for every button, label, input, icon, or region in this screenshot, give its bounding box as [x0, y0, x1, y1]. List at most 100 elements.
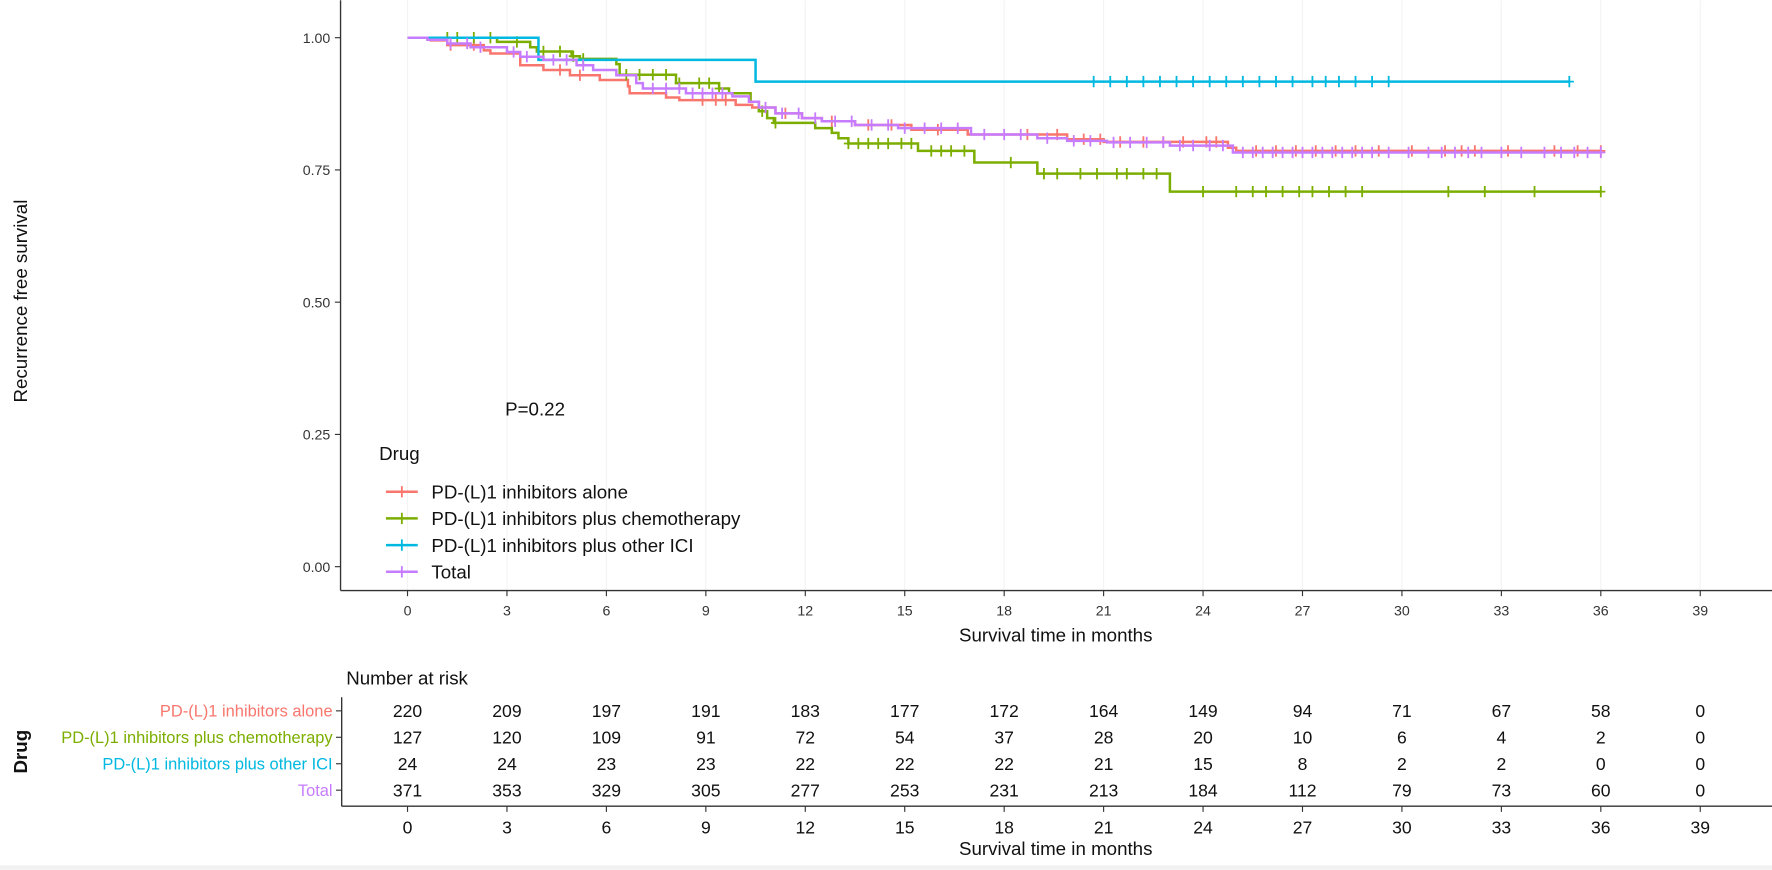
risk-row: PD-(L)1 inhibitors plus chemotherapy 127 1… — [61, 728, 1705, 748]
censor-mark — [1006, 156, 1016, 169]
censor-mark — [1278, 185, 1288, 198]
risk-cell: 209 — [492, 701, 521, 721]
censor-mark — [959, 145, 969, 157]
risk-cell: 72 — [796, 728, 816, 748]
censor-mark — [1307, 146, 1317, 159]
censor-mark — [867, 119, 877, 131]
risk-x-tick-label: 12 — [796, 817, 816, 837]
censor-mark — [1158, 136, 1168, 149]
gridlines — [406, 0, 1701, 591]
x-tick-label: 24 — [1195, 603, 1211, 619]
y-tick-label: 1.00 — [303, 31, 331, 47]
risk-table: Number at risk Drug Survival time in mon… — [10, 668, 1772, 859]
censor-mark — [1095, 133, 1105, 145]
survival-curves — [407, 32, 1606, 198]
risk-cell: 54 — [895, 728, 915, 748]
main-axes — [339, 0, 1772, 592]
risk-row: PD-(L)1 inhibitors plus other ICI 24 24 23 2… — [102, 754, 1705, 774]
censor-mark — [1069, 135, 1079, 147]
censor-mark — [462, 37, 472, 50]
censor-mark — [661, 69, 671, 81]
censor-mark — [1476, 146, 1487, 159]
risk-row-label: PD-(L)1 inhibitors plus chemotherapy — [61, 729, 333, 747]
censor-mark — [1569, 146, 1579, 159]
censor-mark — [1218, 139, 1228, 152]
risk-cell: 28 — [1094, 728, 1114, 748]
censor-mark — [1350, 75, 1361, 88]
censor-mark — [847, 115, 857, 127]
risk-x-tick-label: 39 — [1690, 817, 1710, 837]
censor-mark — [674, 82, 684, 95]
risk-cell: 10 — [1293, 728, 1313, 748]
risk-cell: 0 — [1695, 780, 1705, 800]
x-tick-label: 18 — [996, 603, 1012, 619]
censor-mark — [979, 128, 989, 141]
p-value-label: P=0.22 — [505, 399, 565, 420]
censor-mark — [1503, 145, 1513, 157]
risk-x-tick-label: 30 — [1392, 817, 1412, 837]
risk-x-tick-label: 18 — [994, 817, 1014, 837]
censor-mark — [953, 122, 963, 134]
censor-mark — [694, 77, 704, 89]
censor-mark — [661, 82, 671, 95]
risk-cell: 164 — [1089, 701, 1119, 721]
censor-mark — [446, 37, 456, 50]
risk-cell: 371 — [393, 780, 422, 800]
censor-mark — [1271, 75, 1281, 88]
risk-cell: 220 — [393, 701, 423, 721]
risk-x-tick-label: 15 — [895, 817, 915, 837]
risk-cell: 15 — [1193, 754, 1213, 774]
risk-cell: 21 — [1094, 754, 1114, 774]
censor-mark — [1075, 167, 1085, 180]
censor-mark — [1404, 146, 1414, 159]
censor-mark — [1152, 167, 1162, 180]
censor-mark — [1463, 146, 1473, 159]
censor-mark — [1423, 146, 1433, 159]
censor-mark — [906, 137, 916, 150]
censor-mark — [1496, 146, 1506, 159]
risk-cell: 0 — [1695, 701, 1705, 721]
risk-cell: 23 — [597, 754, 617, 774]
censor-mark — [1297, 146, 1308, 159]
risk-cell: 213 — [1089, 780, 1118, 800]
x-tick-label: 15 — [897, 603, 913, 619]
risk-cell: 6 — [1397, 728, 1407, 748]
censor-mark — [475, 41, 485, 53]
legend-key-censor-icon — [397, 512, 407, 525]
censor-mark — [1258, 146, 1268, 159]
risk-cell: 2 — [1496, 754, 1506, 774]
censor-mark — [1556, 146, 1566, 159]
censor-mark — [1357, 146, 1367, 159]
censor-mark — [1549, 145, 1559, 157]
legend-title: Drug — [379, 443, 420, 464]
risk-x-tick-label: 21 — [1094, 817, 1114, 837]
risk-x-tick-label: 9 — [701, 817, 711, 837]
censor-mark — [1238, 146, 1248, 159]
risk-cell: 22 — [796, 754, 816, 774]
censor-mark — [883, 119, 893, 131]
risk-x-tick-label: 27 — [1293, 817, 1313, 837]
risk-row-label: PD-(L)1 inhibitors alone — [160, 703, 333, 721]
censor-mark — [1085, 135, 1095, 147]
censor-mark — [717, 87, 727, 99]
risk-row: Total 371 353 329 305 277 253 231 213 184 112 79 73 6… — [298, 780, 1705, 800]
risk-cell: 305 — [691, 780, 721, 800]
x-tick-label: 30 — [1394, 603, 1410, 619]
censor-mark — [760, 101, 771, 114]
censor-mark — [1317, 146, 1327, 159]
censor-mark — [1268, 146, 1278, 159]
risk-cell: 8 — [1298, 754, 1308, 774]
risk-cell: 2 — [1397, 754, 1407, 774]
censor-mark — [1367, 75, 1377, 88]
risk-cell: 20 — [1193, 728, 1213, 748]
censor-mark — [1321, 75, 1331, 88]
censor-mark — [1278, 146, 1288, 159]
series-0 — [407, 36, 1606, 157]
survival-curve — [407, 36, 1570, 83]
x-tick-label: 3 — [503, 603, 511, 619]
legend-label: PD-(L)1 inhibitors plus other ICI — [431, 535, 693, 556]
censor-mark — [1437, 146, 1447, 159]
censor-mark — [1288, 146, 1298, 159]
censor-mark — [777, 107, 787, 120]
censor-mark — [1138, 167, 1148, 180]
